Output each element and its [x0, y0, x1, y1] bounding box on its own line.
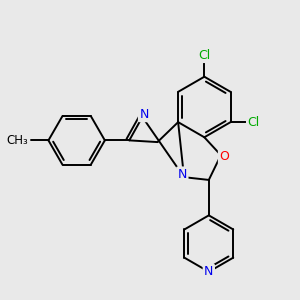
Text: O: O	[219, 150, 229, 164]
Text: N: N	[140, 108, 149, 121]
Text: N: N	[178, 168, 187, 181]
Text: CH₃: CH₃	[7, 134, 28, 147]
Text: Cl: Cl	[198, 49, 211, 62]
Text: Cl: Cl	[248, 116, 260, 129]
Text: N: N	[204, 265, 214, 278]
